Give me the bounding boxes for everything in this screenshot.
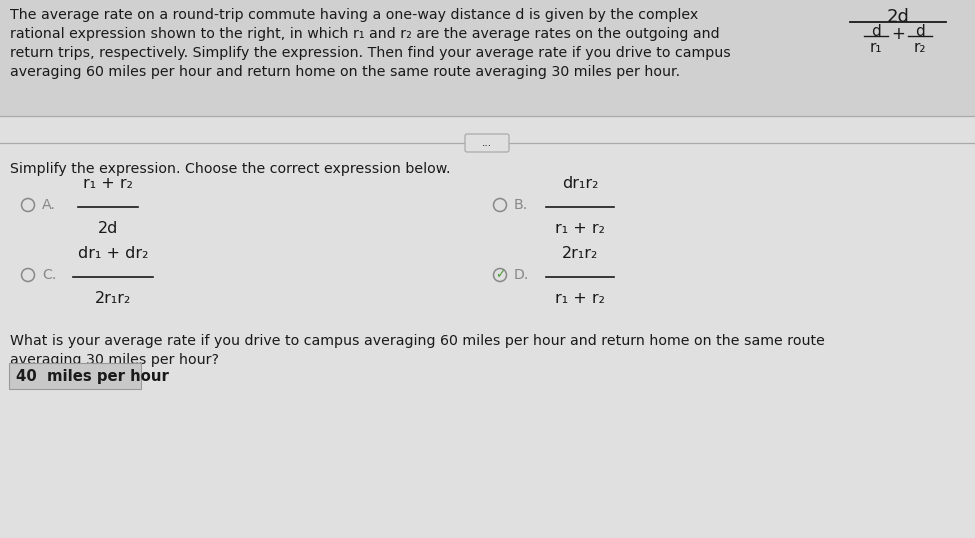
Text: r₁ + r₂: r₁ + r₂ [555,221,604,236]
Text: r₁ + r₂: r₁ + r₂ [83,176,133,191]
Text: 2d: 2d [886,8,910,26]
Text: +: + [891,25,905,43]
Text: ✓: ✓ [494,268,505,281]
Text: rational expression shown to the right, in which r₁ and r₂ are the average rates: rational expression shown to the right, … [10,27,720,41]
Text: ...: ... [482,138,492,148]
Text: B.: B. [514,198,528,212]
Text: dr₁ + dr₂: dr₁ + dr₂ [78,246,148,261]
Text: averaging 60 miles per hour and return home on the same route averaging 30 miles: averaging 60 miles per hour and return h… [10,65,681,79]
Text: d: d [916,24,925,39]
Text: 2d: 2d [98,221,118,236]
Text: 2r₁r₂: 2r₁r₂ [562,246,598,261]
FancyBboxPatch shape [9,363,141,389]
Text: dr₁r₂: dr₁r₂ [562,176,599,191]
Text: averaging 30 miles per hour?: averaging 30 miles per hour? [10,353,219,367]
Text: return trips, respectively. Simplify the expression. Then find your average rate: return trips, respectively. Simplify the… [10,46,730,60]
Bar [0,0,975,116]
Text: 40  miles per hour: 40 miles per hour [16,369,169,384]
Text: Simplify the expression. Choose the correct expression below.: Simplify the expression. Choose the corr… [10,162,450,176]
Text: r₂: r₂ [914,40,926,55]
Text: The average rate on a round-trip commute having a one-way distance d is given by: The average rate on a round-trip commute… [10,8,698,22]
Text: 2r₁r₂: 2r₁r₂ [95,291,131,306]
Text: C.: C. [42,268,57,282]
Text: r₁ + r₂: r₁ + r₂ [555,291,604,306]
Text: D.: D. [514,268,529,282]
Text: A.: A. [42,198,56,212]
FancyBboxPatch shape [465,134,509,152]
Text: r₁: r₁ [870,40,882,55]
Text: d: d [871,24,880,39]
Text: What is your average rate if you drive to campus averaging 60 miles per hour and: What is your average rate if you drive t… [10,334,825,348]
